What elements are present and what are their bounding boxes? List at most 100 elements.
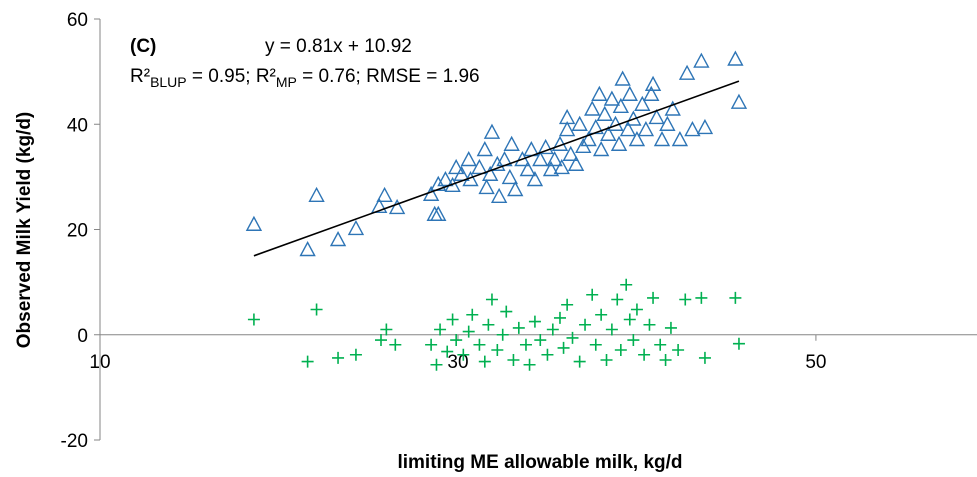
triangle-point (376, 186, 393, 202)
triangle-point (553, 158, 570, 175)
fit-subscript: BLUP (150, 74, 187, 90)
plus-point (561, 298, 574, 311)
plus-point (614, 344, 627, 357)
triangle-point (664, 100, 681, 116)
plus-point (553, 311, 566, 324)
triangle-point (299, 241, 316, 257)
triangle-point (580, 131, 597, 147)
plus-point (519, 338, 532, 351)
y-tick-label: 0 (77, 326, 88, 347)
triangle-point (643, 85, 660, 101)
plus-point (247, 313, 260, 326)
triangle-point (490, 187, 508, 204)
plus-point (729, 291, 742, 304)
triangle-point (519, 161, 536, 177)
fit-stats: R²BLUP = 0.95; R²MP = 0.76; RMSE = 1.96 (130, 66, 480, 90)
triangle-point (612, 97, 630, 114)
plus-point (672, 344, 685, 357)
triangle-point (653, 131, 671, 147)
x-axis-title: limiting ME allowable milk, kg/d (397, 452, 682, 473)
plus-point (380, 323, 393, 336)
triangle-point (671, 131, 689, 147)
plus-point (654, 338, 667, 351)
plus-point (446, 313, 459, 326)
plus-point (643, 318, 656, 331)
triangle-point (526, 171, 544, 187)
triangle-point (592, 141, 610, 157)
fit-text: = 0.95; R² (187, 66, 276, 87)
triangle-point (437, 171, 454, 187)
triangle-point (634, 95, 651, 111)
plus-point (473, 338, 486, 351)
triangle-point (603, 90, 621, 106)
y-tick-label: 40 (67, 115, 88, 136)
triangle-point (610, 135, 628, 151)
plus-point (698, 351, 711, 364)
triangle-point (558, 108, 576, 125)
plus-point (557, 341, 570, 354)
fit-text: = 0.76; RMSE = 1.96 (297, 66, 480, 87)
x-tick-label: 10 (89, 352, 110, 373)
plus-point (611, 293, 624, 306)
triangle-point (430, 205, 447, 221)
triangle-point (532, 151, 549, 167)
triangle-point (483, 123, 501, 139)
y-axis-title: Observed Milk Yield (kg/d) (14, 112, 35, 349)
triangle-point (542, 161, 560, 177)
triangle-point (571, 115, 588, 131)
triangle-point (596, 105, 613, 121)
plus-point (512, 321, 525, 334)
plus-point (430, 358, 443, 371)
plus-point (332, 351, 345, 364)
plus-point (500, 305, 513, 318)
plus-point (605, 323, 618, 336)
plus-point (485, 293, 498, 306)
plus-point (627, 334, 640, 347)
plus-point (466, 308, 479, 321)
plus-point (349, 348, 362, 361)
plus-point (589, 338, 602, 351)
triangle-point (514, 151, 531, 167)
y-tick-label: 60 (67, 10, 88, 31)
plus-point (462, 325, 475, 338)
triangle-point (684, 121, 701, 137)
plus-point (496, 328, 509, 341)
plus-point (595, 308, 608, 321)
plus-point (579, 318, 592, 331)
plus-point (434, 323, 447, 336)
plus-point (374, 334, 387, 347)
plus-point (441, 345, 454, 358)
triangle-point (388, 198, 406, 215)
triangle-point (659, 115, 676, 131)
triangle-point (727, 50, 744, 66)
triangle-point (619, 121, 637, 137)
plus-point (647, 291, 660, 304)
plus-point (528, 315, 541, 328)
triangle-point (471, 158, 488, 175)
triangle-point (644, 75, 662, 91)
plus-point (478, 355, 491, 368)
triangle-point (476, 141, 493, 157)
triangle-point (730, 93, 748, 109)
triangle-point (562, 145, 579, 161)
x-tick-label: 50 (805, 352, 826, 373)
trend-line (253, 80, 740, 257)
plus-point (534, 334, 547, 347)
plus-point (623, 313, 636, 326)
triangle-point (503, 135, 520, 151)
plus-point (507, 354, 520, 367)
plus-point (600, 354, 613, 367)
plus-point (630, 303, 643, 316)
plus-point (523, 358, 536, 371)
triangle-point (567, 155, 585, 171)
panel-label: (C) (130, 36, 156, 57)
triangle-point (537, 138, 554, 155)
plus-point (541, 348, 554, 361)
y-tick-label: -20 (61, 431, 88, 452)
triangle-point (546, 151, 563, 167)
plus-point (546, 323, 559, 336)
triangle-point (621, 85, 638, 101)
fit-subscript: MP (276, 74, 297, 90)
triangle-point (614, 70, 631, 86)
